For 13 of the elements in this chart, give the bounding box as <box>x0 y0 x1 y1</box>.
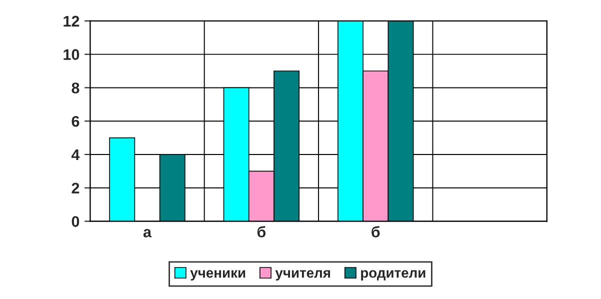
y-tick-label: 0 <box>72 216 80 227</box>
y-tick-label: 10 <box>64 49 80 60</box>
y-tick-label: 4 <box>71 150 80 160</box>
x-tick-label: б <box>257 226 266 238</box>
y-tick-label: 12 <box>64 16 80 26</box>
x-tick-label: б <box>372 226 380 238</box>
y-tick-label: 8 <box>72 82 80 94</box>
y-tick-label: 2 <box>72 182 80 194</box>
x-tick-label: а <box>143 228 152 238</box>
legend-label: ученики <box>190 270 246 281</box>
legend-label: родители <box>361 270 426 281</box>
y-tick-label: 6 <box>72 116 80 127</box>
legend-label: учителя <box>275 270 330 281</box>
